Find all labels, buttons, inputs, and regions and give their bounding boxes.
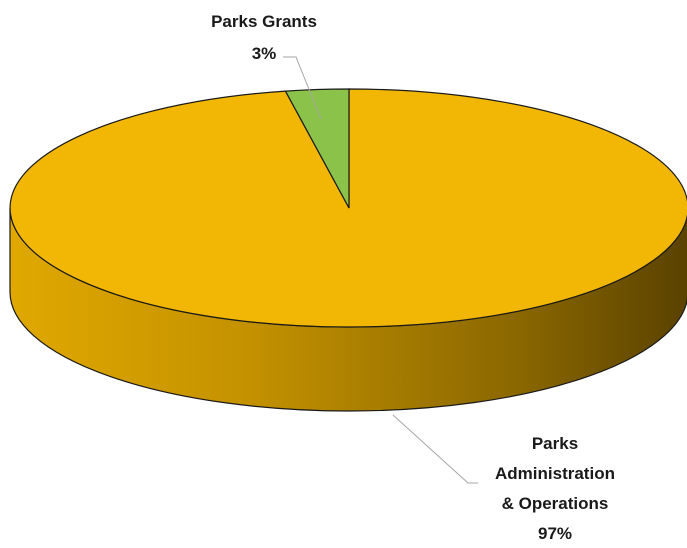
label-line: Administration [495,464,615,483]
label-line: Parks Grants [211,12,317,31]
slice-parks-grants [284,88,350,209]
data-label-parks-grants: Parks Grants 3% [211,12,317,63]
label-line: & Operations [502,494,609,513]
percent-label: 97% [538,524,572,543]
leader-line-parks-grants [283,56,322,120]
leader-line-parks-admin-operations [392,414,478,484]
data-label-parks-admin-operations: Parks Administration & Operations 97% [495,434,615,543]
label-line: Parks [532,434,578,453]
percent-label: 3% [252,44,277,63]
